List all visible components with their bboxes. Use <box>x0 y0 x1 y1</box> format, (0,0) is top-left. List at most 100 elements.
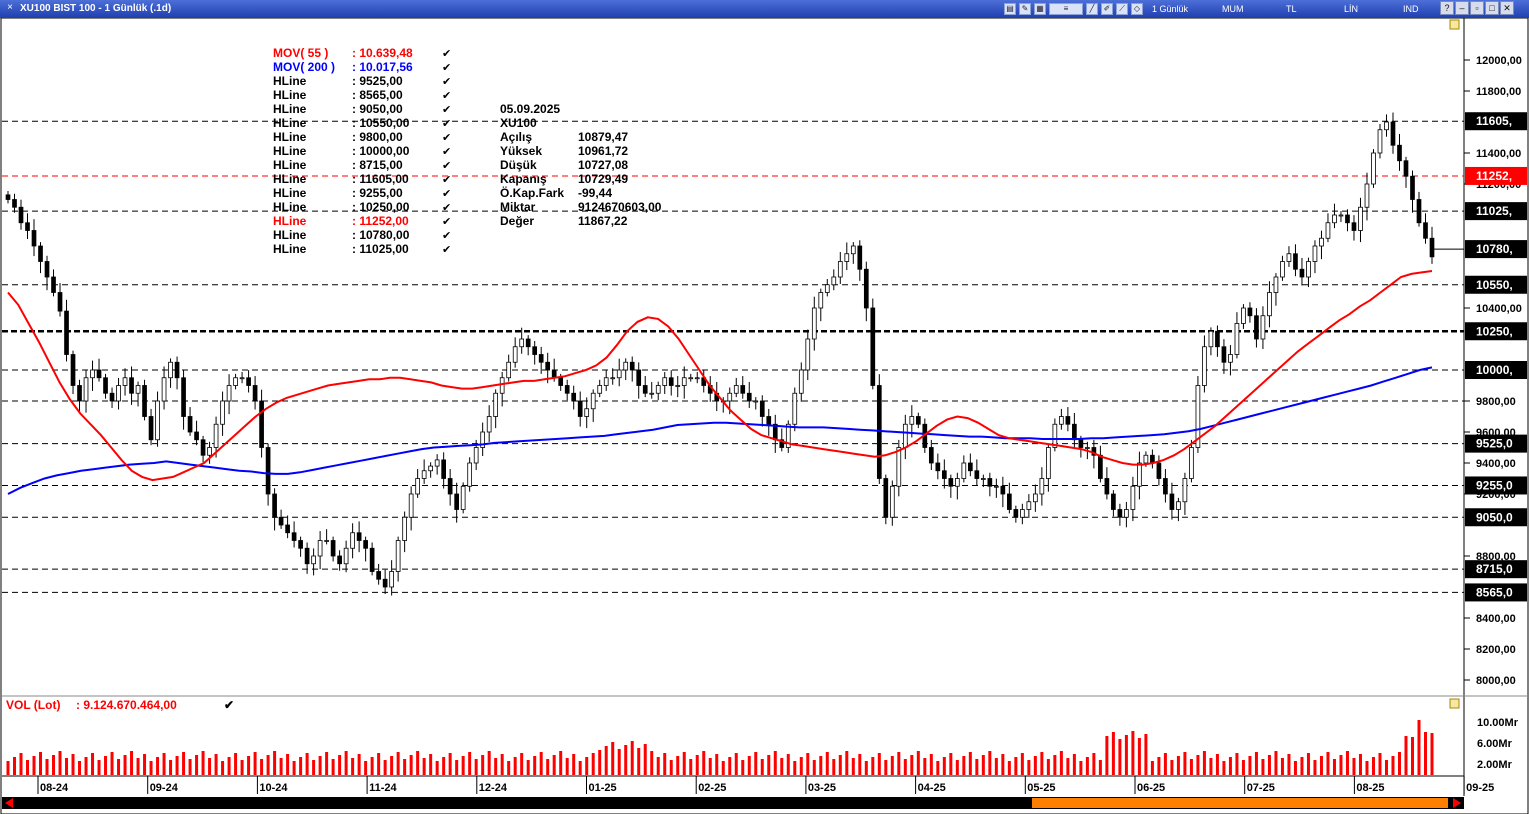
legend-check-icon[interactable]: ✔ <box>442 76 451 88</box>
chart-type-icon[interactable]: ▤ <box>1004 3 1016 15</box>
legend-check-icon[interactable]: ✔ <box>442 174 451 186</box>
volume-bar <box>1098 760 1102 775</box>
price-tick-label: 8400,00 <box>1476 613 1516 625</box>
info-label: Kapanış <box>500 172 547 186</box>
scrollbar-thumb[interactable] <box>1032 798 1448 808</box>
volume-bar <box>195 755 199 775</box>
volume-bar <box>1313 760 1317 775</box>
volume-bar <box>396 752 400 775</box>
volume-bar <box>897 752 901 775</box>
candle <box>616 369 622 379</box>
candle-type-label[interactable]: MUM <box>1222 4 1244 14</box>
candle <box>337 555 342 565</box>
legend-check-icon[interactable]: ✔ <box>442 244 451 256</box>
indicator-label[interactable]: IND <box>1403 4 1419 14</box>
candle <box>558 377 564 386</box>
help-button[interactable]: ? <box>1440 1 1454 15</box>
candle <box>733 385 739 394</box>
legend-check-icon[interactable]: ✔ <box>442 62 451 74</box>
candle <box>51 276 56 293</box>
currency-label[interactable]: TL <box>1286 4 1297 14</box>
candle <box>363 540 368 549</box>
candle <box>506 361 512 379</box>
legend-value: : 10.639,48 <box>352 46 413 60</box>
price-tick-label: 11400,00 <box>1476 148 1521 160</box>
candle <box>493 392 499 417</box>
candle <box>1195 385 1201 448</box>
price-chart[interactable]: 12000,0011800,0011400,0011200,0010400,00… <box>0 18 1529 814</box>
volume-bar <box>773 751 777 775</box>
line-tool-icon[interactable]: ╱ <box>1086 3 1098 15</box>
legend-check-icon[interactable]: ✔ <box>442 230 451 242</box>
volume-bar <box>1189 759 1193 775</box>
template-icon[interactable]: ▦ <box>1034 3 1046 15</box>
legend-check-icon[interactable]: ✔ <box>442 160 451 172</box>
candle <box>291 532 297 541</box>
volume-bar <box>1397 752 1401 775</box>
scale-label[interactable]: LİN <box>1344 4 1359 14</box>
candle <box>1410 175 1415 200</box>
volume-bar <box>786 754 790 775</box>
candle <box>1052 423 1058 448</box>
volume-bar <box>344 751 348 775</box>
candle <box>324 540 329 542</box>
info-label: Yüksek <box>500 144 542 158</box>
close-icon[interactable]: × <box>7 2 13 13</box>
trend-tool-icon[interactable]: ⟋ <box>1116 3 1128 15</box>
legend-check-icon[interactable]: ✔ <box>442 188 451 200</box>
volume-bar <box>494 758 498 775</box>
price-badge-label: 8565,0 <box>1476 585 1513 599</box>
candle <box>1403 160 1409 177</box>
candle <box>850 245 856 255</box>
drawing-tool-icon[interactable]: ✐ <box>1101 3 1113 15</box>
candle <box>1384 121 1389 131</box>
volume-bar <box>487 751 491 775</box>
candle <box>1000 485 1006 495</box>
time-label: 12-24 <box>479 782 508 794</box>
ohlc-info-box: 05.09.2025 XU100 Açılış 10879,47 Yüksek 109… <box>500 102 662 228</box>
legend-check-icon[interactable]: ✔ <box>442 132 451 144</box>
legend-check-icon[interactable]: ✔ <box>442 202 451 214</box>
candle <box>1293 253 1298 270</box>
scroll-left-icon[interactable] <box>5 798 13 808</box>
candle <box>389 571 394 588</box>
candle <box>545 361 551 371</box>
scroll-right-icon[interactable] <box>1453 798 1461 808</box>
volume-bar <box>1001 754 1005 775</box>
legend-check-icon[interactable]: ✔ <box>442 146 451 158</box>
volume-bar <box>533 756 537 775</box>
maximize-button[interactable]: □ <box>1485 1 1499 15</box>
volume-check-icon[interactable]: ✔ <box>224 698 234 712</box>
legend-check-icon[interactable]: ✔ <box>442 104 451 116</box>
candle <box>356 532 362 541</box>
volume-bar <box>676 756 680 775</box>
candle <box>610 377 616 380</box>
minimize-button[interactable]: – <box>1455 1 1469 15</box>
volume-bar <box>1137 738 1141 775</box>
pencil-icon[interactable]: ✎ <box>1019 3 1031 15</box>
info-label: Değer <box>500 214 534 228</box>
fibonacci-icon[interactable]: ◇ <box>1131 3 1143 15</box>
candle <box>57 292 63 312</box>
info-symbol: XU100 <box>500 116 537 130</box>
format-icon[interactable]: ≡ <box>1049 3 1083 15</box>
scale-lock-icon[interactable] <box>1449 19 1460 30</box>
volume-bar <box>383 760 387 775</box>
legend-check-icon[interactable]: ✔ <box>442 90 451 102</box>
candle <box>460 485 466 510</box>
legend-check-icon[interactable]: ✔ <box>442 48 451 60</box>
candle <box>1013 509 1019 518</box>
legend-check-icon[interactable]: ✔ <box>442 216 451 228</box>
candle <box>967 462 973 472</box>
volume-lock-icon[interactable] <box>1449 698 1460 709</box>
volume-bar <box>331 759 335 775</box>
volume-bar <box>1248 756 1252 775</box>
indicator-legend: MOV( 55 ): 10.639,48 ✔ MOV( 200 ): 10.017,… <box>273 46 451 256</box>
legend-check-icon[interactable]: ✔ <box>442 118 451 130</box>
close-window-button[interactable]: ✕ <box>1500 1 1514 15</box>
restore-button[interactable]: ▫ <box>1470 1 1484 15</box>
candle <box>233 377 238 386</box>
period-label[interactable]: 1 Günlük <box>1152 4 1189 14</box>
volume-bar <box>1157 757 1161 775</box>
candle <box>766 416 772 425</box>
